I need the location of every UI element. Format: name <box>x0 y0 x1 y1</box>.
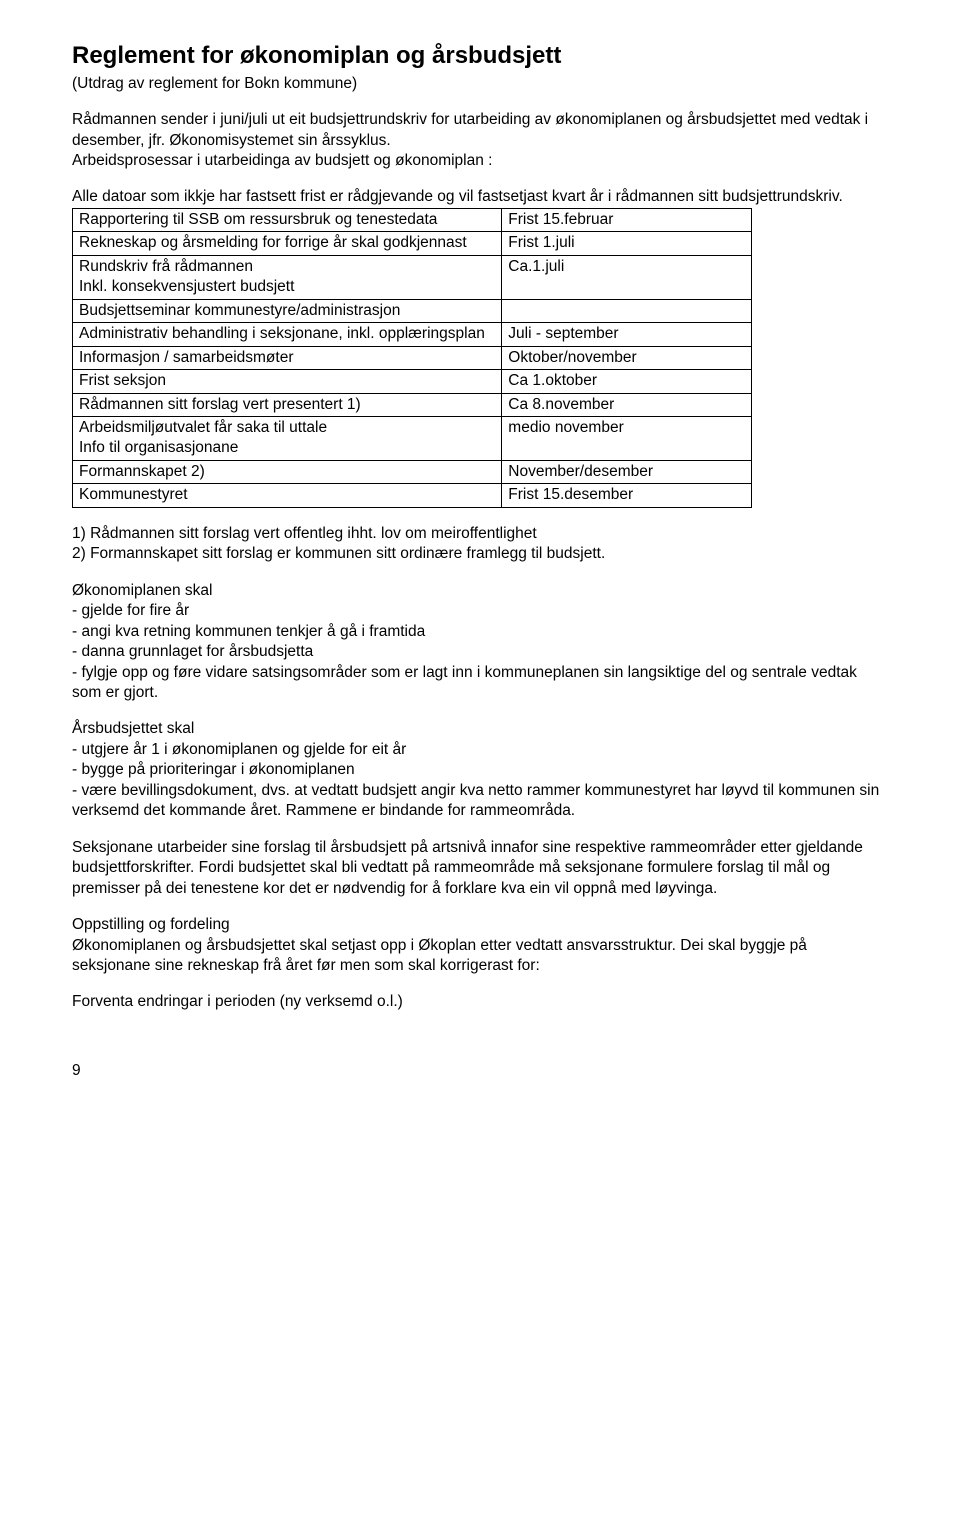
intro-paragraph-3: Alle datoar som ikkje har fastsett frist… <box>72 187 888 207</box>
table-cell-deadline <box>502 299 752 322</box>
table-cell-activity: Rundskriv frå rådmannen Inkl. konsekvens… <box>73 255 502 299</box>
table-cell-activity: Administrativ behandling i seksjonane, i… <box>73 323 502 346</box>
table-row: Rapportering til SSB om ressursbruk og t… <box>73 208 752 231</box>
page-subtitle: (Utdrag av reglement for Bokn kommune) <box>72 74 888 94</box>
table-cell-activity: Frist seksjon <box>73 370 502 393</box>
oppstilling-body: Økonomiplanen og årsbudsjettet skal setj… <box>72 936 888 977</box>
intro-paragraph: Rådmannen sender i juni/juli ut eit buds… <box>72 110 888 171</box>
list-item: - danna grunnlaget for årsbudsjetta <box>72 642 888 662</box>
list-item: - utgjere år 1 i økonomiplanen og gjelde… <box>72 740 888 760</box>
table-row: Frist seksjonCa 1.oktober <box>73 370 752 393</box>
table-cell-deadline: Frist 1.juli <box>502 232 752 255</box>
table-cell-deadline: Juli - september <box>502 323 752 346</box>
table-cell-activity: Formannskapet 2) <box>73 460 502 483</box>
forventa-paragraph: Forventa endringar i perioden (ny verkse… <box>72 992 888 1012</box>
table-cell-activity: Rapportering til SSB om ressursbruk og t… <box>73 208 502 231</box>
table-cell-deadline: Ca.1.juli <box>502 255 752 299</box>
table-row: Administrativ behandling i seksjonane, i… <box>73 323 752 346</box>
schedule-table: Rapportering til SSB om ressursbruk og t… <box>72 208 752 508</box>
table-row: KommunestyretFrist 15.desember <box>73 484 752 507</box>
page-number: 9 <box>72 1061 888 1081</box>
table-cell-deadline: November/desember <box>502 460 752 483</box>
list-item: - være bevillingsdokument, dvs. at vedta… <box>72 781 888 822</box>
table-row: Formannskapet 2)November/desember <box>73 460 752 483</box>
okonomiplan-heading: Økonomiplanen skal <box>72 581 888 601</box>
table-cell-activity: Rådmannen sitt forslag vert presentert 1… <box>73 393 502 416</box>
arsbudsjett-heading: Årsbudsjettet skal <box>72 719 888 739</box>
table-row: Rådmannen sitt forslag vert presentert 1… <box>73 393 752 416</box>
arsbudsjett-section: Årsbudsjettet skal - utgjere år 1 i økon… <box>72 719 888 821</box>
footnote-2: 2) Formannskapet sitt forslag er kommune… <box>72 544 888 564</box>
table-row: Rundskriv frå rådmannen Inkl. konsekvens… <box>73 255 752 299</box>
table-cell-activity: Informasjon / samarbeidsmøter <box>73 346 502 369</box>
list-item: - fylgje opp og føre vidare satsingsområ… <box>72 663 888 704</box>
footnotes: 1) Rådmannen sitt forslag vert offentleg… <box>72 524 888 565</box>
oppstilling-section: Oppstilling og fordeling Økonomiplanen o… <box>72 915 888 976</box>
okonomiplan-section: Økonomiplanen skal - gjelde for fire år-… <box>72 581 888 704</box>
table-cell-activity: Rekneskap og årsmelding for forrige år s… <box>73 232 502 255</box>
list-item: - angi kva retning kommunen tenkjer å gå… <box>72 622 888 642</box>
table-row: Arbeidsmiljøutvalet får saka til uttale … <box>73 417 752 461</box>
list-item: - bygge på prioriteringar i økonomiplane… <box>72 760 888 780</box>
list-item: - gjelde for fire år <box>72 601 888 621</box>
intro-text-2: Arbeidsprosessar i utarbeidinga av budsj… <box>72 152 492 169</box>
table-cell-activity: Kommunestyret <box>73 484 502 507</box>
footnote-1: 1) Rådmannen sitt forslag vert offentleg… <box>72 524 888 544</box>
page-title: Reglement for økonomiplan og årsbudsjett <box>72 40 888 72</box>
intro-text-1: Rådmannen sender i juni/juli ut eit buds… <box>72 111 868 148</box>
oppstilling-heading: Oppstilling og fordeling <box>72 915 888 935</box>
table-cell-deadline: Frist 15.februar <box>502 208 752 231</box>
table-cell-deadline: Oktober/november <box>502 346 752 369</box>
table-cell-activity: Arbeidsmiljøutvalet får saka til uttale … <box>73 417 502 461</box>
table-cell-deadline: Ca 1.oktober <box>502 370 752 393</box>
table-cell-activity: Budsjettseminar kommunestyre/administras… <box>73 299 502 322</box>
table-cell-deadline: medio november <box>502 417 752 461</box>
table-cell-deadline: Frist 15.desember <box>502 484 752 507</box>
table-row: Rekneskap og årsmelding for forrige år s… <box>73 232 752 255</box>
seksjon-paragraph: Seksjonane utarbeider sine forslag til å… <box>72 838 888 899</box>
table-row: Informasjon / samarbeidsmøterOktober/nov… <box>73 346 752 369</box>
table-row: Budsjettseminar kommunestyre/administras… <box>73 299 752 322</box>
table-cell-deadline: Ca 8.november <box>502 393 752 416</box>
